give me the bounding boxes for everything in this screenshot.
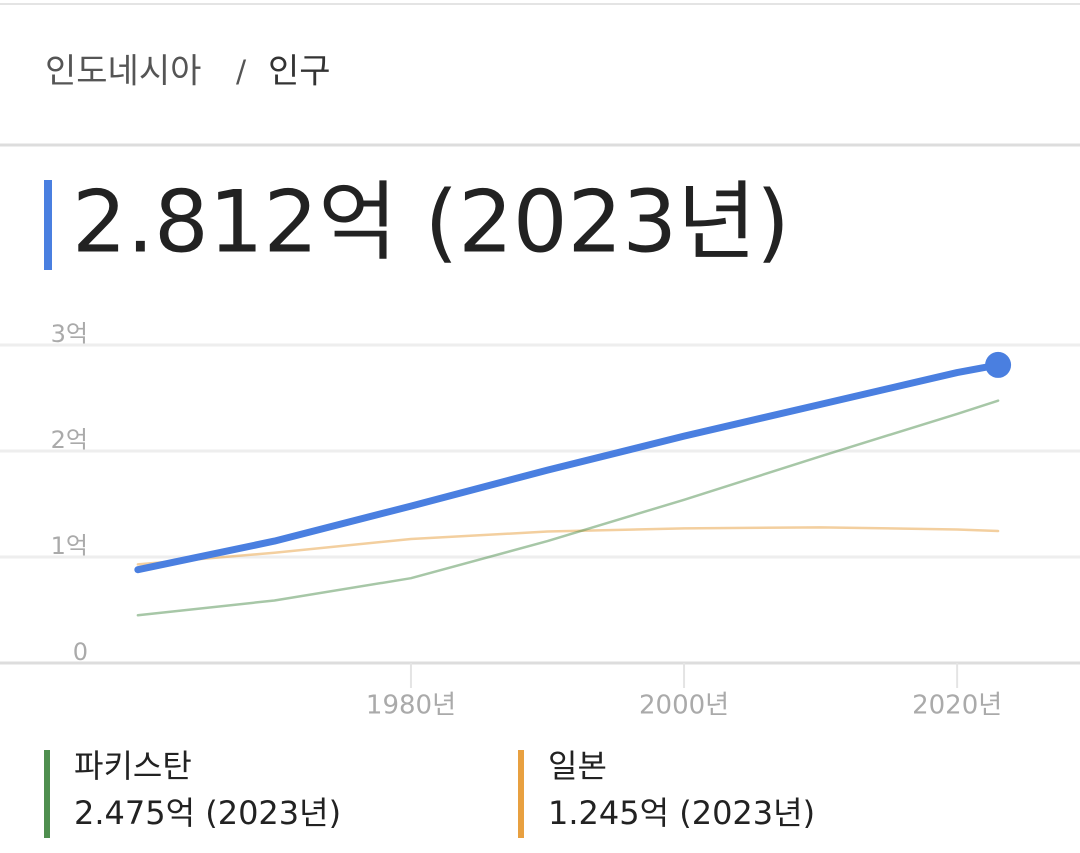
- legend-value: 2.475억 (2023년): [74, 794, 341, 832]
- line-series: [134, 361, 1002, 574]
- x-tick-label: 2020년: [912, 691, 1002, 721]
- legend-bar: [518, 750, 524, 838]
- y-tick-label: 3억: [51, 320, 88, 348]
- y-tick-label: 0: [73, 638, 88, 666]
- breadcrumb-topic: 인구: [268, 52, 331, 92]
- line-series: [136, 526, 1000, 566]
- legend-name: 파키스탄: [74, 747, 192, 785]
- y-tick-label: 1억: [51, 532, 88, 560]
- legend-value: 1.245억 (2023년): [548, 794, 815, 832]
- line-series: [136, 399, 1000, 617]
- y-tick-label: 2억: [51, 426, 88, 454]
- legend-bar: [44, 750, 50, 838]
- headline: 2.812억 (2023년): [72, 172, 790, 272]
- breadcrumb-separator: /: [236, 55, 247, 90]
- breadcrumb-country[interactable]: 인도네시아: [45, 52, 201, 92]
- x-tick-label: 2000년: [639, 691, 729, 721]
- headline-bar: [44, 180, 52, 270]
- end-point: [985, 351, 1012, 378]
- legend-name: 일본: [548, 747, 607, 785]
- x-tick-label: 1980년: [366, 691, 456, 721]
